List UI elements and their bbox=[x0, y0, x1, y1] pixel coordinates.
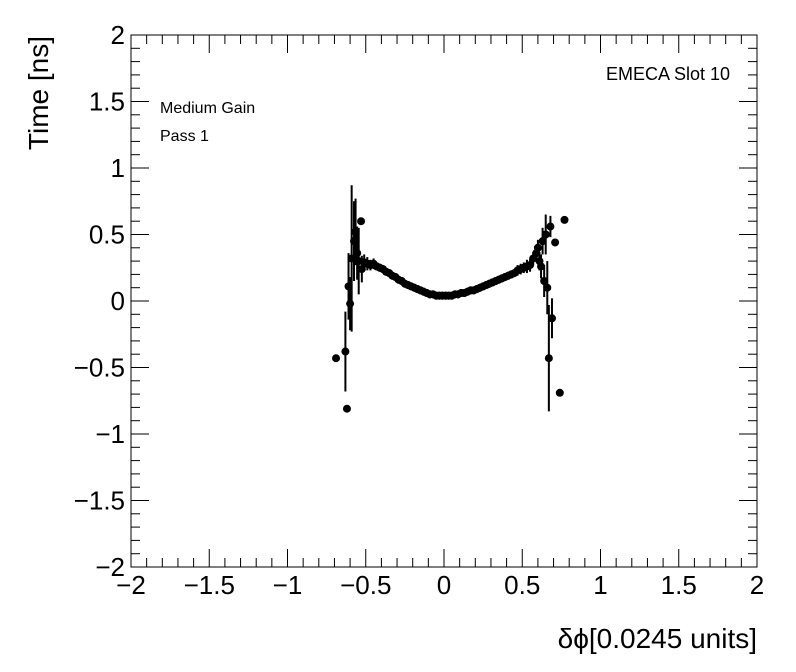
data-point bbox=[551, 238, 560, 247]
data-point bbox=[540, 277, 549, 286]
x-axis-title: δϕ[0.0245 units] bbox=[558, 623, 757, 654]
y-tick-label: −0.5 bbox=[74, 353, 125, 383]
data-point bbox=[353, 249, 362, 258]
data-point bbox=[350, 237, 359, 246]
y-tick-label: 2 bbox=[111, 20, 125, 50]
data-point bbox=[351, 227, 360, 236]
data-point bbox=[341, 347, 350, 356]
data-point bbox=[547, 314, 556, 323]
data-point bbox=[342, 404, 351, 413]
data-point bbox=[533, 243, 542, 252]
data-point bbox=[344, 282, 353, 291]
data-point bbox=[537, 262, 546, 271]
pass-label: Pass 1 bbox=[160, 128, 209, 145]
data-point bbox=[332, 354, 341, 363]
axis-ticks bbox=[130, 34, 758, 568]
data-point bbox=[346, 299, 355, 308]
x-tick-label: 1.5 bbox=[661, 570, 697, 600]
y-tick-label: 0.5 bbox=[89, 220, 125, 250]
y-tick-label: −1 bbox=[95, 419, 125, 449]
slot-label: EMECA Slot 10 bbox=[606, 64, 730, 84]
y-tick-label: 1 bbox=[111, 153, 125, 183]
x-tick-labels: −2 −1.5 −1 −0.5 0 0.5 1 1.5 2 bbox=[116, 570, 764, 600]
data-point bbox=[347, 254, 356, 263]
x-tick-label: 1 bbox=[593, 570, 607, 600]
data-point bbox=[526, 261, 535, 270]
x-tick-label: −1.5 bbox=[184, 570, 235, 600]
data-point bbox=[357, 265, 366, 274]
y-tick-label: 0 bbox=[111, 286, 125, 316]
gain-label: Medium Gain bbox=[160, 100, 255, 117]
y-axis-title: Time [ns] bbox=[23, 36, 54, 150]
data-point bbox=[543, 283, 552, 292]
x-tick-label: −1 bbox=[273, 570, 303, 600]
data-point bbox=[538, 237, 547, 246]
data-point bbox=[357, 217, 366, 226]
x-tick-label: 2 bbox=[750, 570, 764, 600]
y-tick-label: −1.5 bbox=[74, 486, 125, 516]
y-tick-label: 1.5 bbox=[89, 87, 125, 117]
y-tick-label: −2 bbox=[95, 552, 125, 582]
data-point bbox=[555, 388, 564, 397]
data-point bbox=[544, 354, 553, 363]
x-tick-label: −2 bbox=[116, 570, 146, 600]
data-point bbox=[541, 230, 550, 239]
data-points bbox=[332, 215, 569, 413]
x-tick-label: 0.5 bbox=[504, 570, 540, 600]
x-tick-label: 0 bbox=[437, 570, 451, 600]
data-point bbox=[546, 222, 555, 231]
x-tick-label: −0.5 bbox=[340, 570, 391, 600]
y-tick-labels: −2 −1.5 −1 −0.5 0 0.5 1 1.5 2 bbox=[74, 20, 125, 582]
data-point bbox=[560, 215, 569, 224]
